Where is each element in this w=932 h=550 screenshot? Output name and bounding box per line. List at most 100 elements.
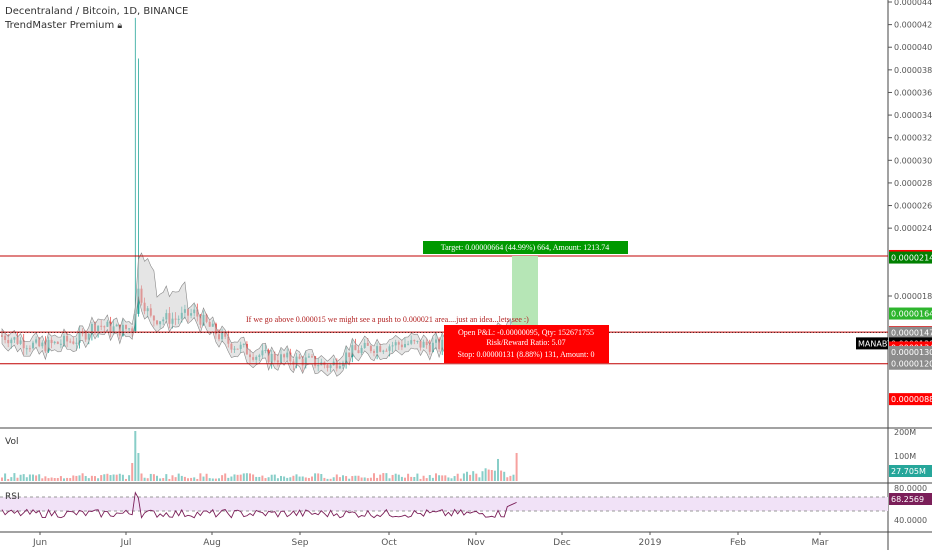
- volume-bar: [221, 475, 224, 481]
- volume-bar: [128, 475, 131, 481]
- volume-bar: [388, 478, 391, 481]
- open-pnl-label: Open P&L: -0.00000095, Qty: 152671755: [458, 328, 594, 337]
- volume-bar: [165, 474, 168, 481]
- price-tag: [889, 307, 932, 320]
- volume-bar: [118, 473, 121, 481]
- volume-bar: [146, 478, 149, 481]
- volume-bar: [267, 477, 270, 481]
- volume-bar: [208, 478, 211, 481]
- price-tag-label: 0.00001305: [891, 348, 932, 357]
- volume-bar: [180, 475, 183, 481]
- volume-bar: [459, 478, 462, 481]
- volume-tick-label: 200M: [894, 428, 916, 437]
- volume-bar: [152, 474, 155, 481]
- volume-bar: [360, 477, 363, 481]
- volume-bar: [84, 475, 87, 481]
- volume-bar: [500, 470, 503, 481]
- rsi-tag: [889, 493, 932, 505]
- indicator-label[interactable]: TrendMaster Premium 🔒︎: [5, 20, 122, 31]
- rsi-tick-label: 80.0000: [894, 484, 927, 493]
- price-tag-label: 0.00001201: [891, 360, 932, 369]
- price-tag-label: 0.00001645: [891, 310, 932, 319]
- volume-bar: [286, 477, 289, 481]
- volume-pane-label: Vol: [5, 437, 19, 447]
- time-tick-label: Oct: [381, 538, 397, 548]
- volume-bar: [438, 475, 441, 481]
- volume-bar: [214, 478, 217, 481]
- risk-reward-label: Risk/Reward Ratio: 5.07: [486, 338, 565, 347]
- volume-bar: [342, 475, 344, 481]
- volume-bar: [94, 476, 96, 481]
- volume-bar: [444, 475, 447, 481]
- volume-bar: [66, 477, 69, 481]
- volume-bar: [196, 478, 199, 481]
- volume-bar: [435, 473, 437, 481]
- time-axis[interactable]: Jun Jul Aug Sep Oct Nov Dec 2019 Feb Mar: [32, 532, 829, 548]
- time-tick-label: Nov: [467, 538, 485, 548]
- chart-title: Decentraland / Bitcoin, 1D, BINANCE: [5, 6, 189, 17]
- volume-bar: [382, 473, 385, 481]
- volume-bar: [19, 474, 22, 481]
- volume-bar: [22, 474, 25, 481]
- volume-bar: [270, 474, 273, 481]
- volume-bar: [69, 478, 72, 481]
- rsi-pane[interactable]: [0, 491, 888, 519]
- volume-bar: [252, 474, 255, 481]
- volume-bar: [462, 473, 465, 481]
- volume-bar: [283, 476, 286, 481]
- volume-bar: [351, 476, 354, 481]
- volume-bar: [137, 453, 140, 481]
- volume-bar: [121, 474, 124, 481]
- volume-bar: [28, 474, 31, 481]
- volume-bar: [4, 473, 7, 481]
- volume-bar: [59, 476, 62, 481]
- volume-bar: [25, 477, 28, 481]
- volume-bar: [307, 477, 310, 481]
- volume-bar: [78, 475, 81, 481]
- volume-bar: [329, 478, 332, 481]
- volume-bar: [345, 476, 348, 481]
- volume-bar: [475, 473, 478, 481]
- volume-bar: [456, 473, 459, 481]
- volume-bar: [323, 477, 326, 481]
- price-tag: [889, 393, 932, 406]
- volume-bar: [317, 473, 320, 481]
- price-pane[interactable]: Target: 0.00000664 (44.99%) 664, Amount:…: [0, 17, 888, 377]
- rsi-pane-label: RSI: [5, 492, 20, 502]
- volume-bar: [109, 475, 112, 481]
- volume-bar: [199, 473, 202, 481]
- price-axis[interactable]: 0.00004400 0.00004200 0.00004000 0.00003800…: [856, 0, 932, 525]
- volume-bar: [506, 477, 509, 481]
- volume-bar: [106, 473, 109, 481]
- volume-bar: [47, 478, 50, 481]
- price-tick-label: 0.00003800: [894, 66, 932, 75]
- volume-bar: [413, 477, 416, 481]
- volume-bar: [478, 477, 481, 481]
- time-tick-label: Aug: [203, 538, 221, 548]
- volume-tag: [889, 465, 932, 477]
- volume-bar: [472, 471, 475, 481]
- volume-bar: [211, 478, 214, 481]
- volume-bar: [394, 473, 397, 481]
- volume-bar: [385, 473, 388, 481]
- volume-bar: [326, 478, 329, 481]
- volume-bar: [422, 475, 425, 481]
- volume-bar: [35, 475, 38, 481]
- position-box: [444, 325, 609, 363]
- volume-bar: [490, 470, 493, 481]
- volume-bar: [366, 478, 369, 481]
- candle-body: [137, 288, 140, 314]
- volume-bar: [264, 478, 267, 481]
- volume-bar: [379, 474, 382, 481]
- rsi-tick-label: 40.0000: [894, 516, 927, 525]
- rsi-tag-label: 68.2569: [891, 495, 924, 504]
- volume-bar: [224, 473, 227, 481]
- volume-bar: [239, 474, 242, 481]
- volume-pane[interactable]: [1, 431, 518, 481]
- symbol-tag-label: MANABTC: [858, 339, 898, 348]
- volume-bar: [16, 477, 19, 481]
- volume-bar: [202, 476, 205, 481]
